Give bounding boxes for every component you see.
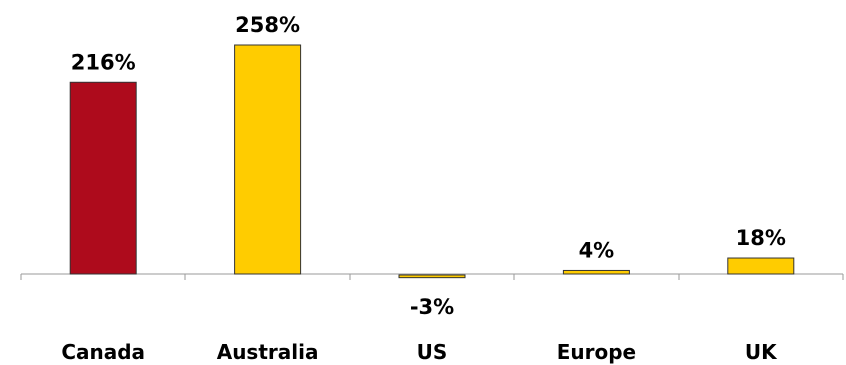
bar-europe — [562, 269, 630, 275]
bar-australia — [234, 44, 302, 275]
bars — [69, 44, 795, 279]
x-axis — [20, 273, 844, 280]
value-label-australia: 258% — [235, 13, 300, 37]
bar-uk — [727, 257, 795, 275]
bar-us — [398, 274, 466, 279]
category-label-canada: Canada — [61, 340, 145, 364]
value-label-canada: 216% — [71, 50, 136, 74]
category-label-us: US — [417, 340, 448, 364]
value-label-uk: 18% — [736, 226, 786, 250]
category-labels: Canada Australia US Europe UK — [61, 340, 778, 364]
value-label-europe: 4% — [579, 238, 615, 262]
bar-canada — [69, 81, 137, 275]
category-label-australia: Australia — [217, 340, 319, 364]
category-label-europe: Europe — [557, 340, 636, 364]
category-label-uk: UK — [745, 340, 778, 364]
value-labels: 216% 258% -3% 4% 18% — [71, 13, 786, 319]
value-label-us: -3% — [410, 295, 454, 319]
